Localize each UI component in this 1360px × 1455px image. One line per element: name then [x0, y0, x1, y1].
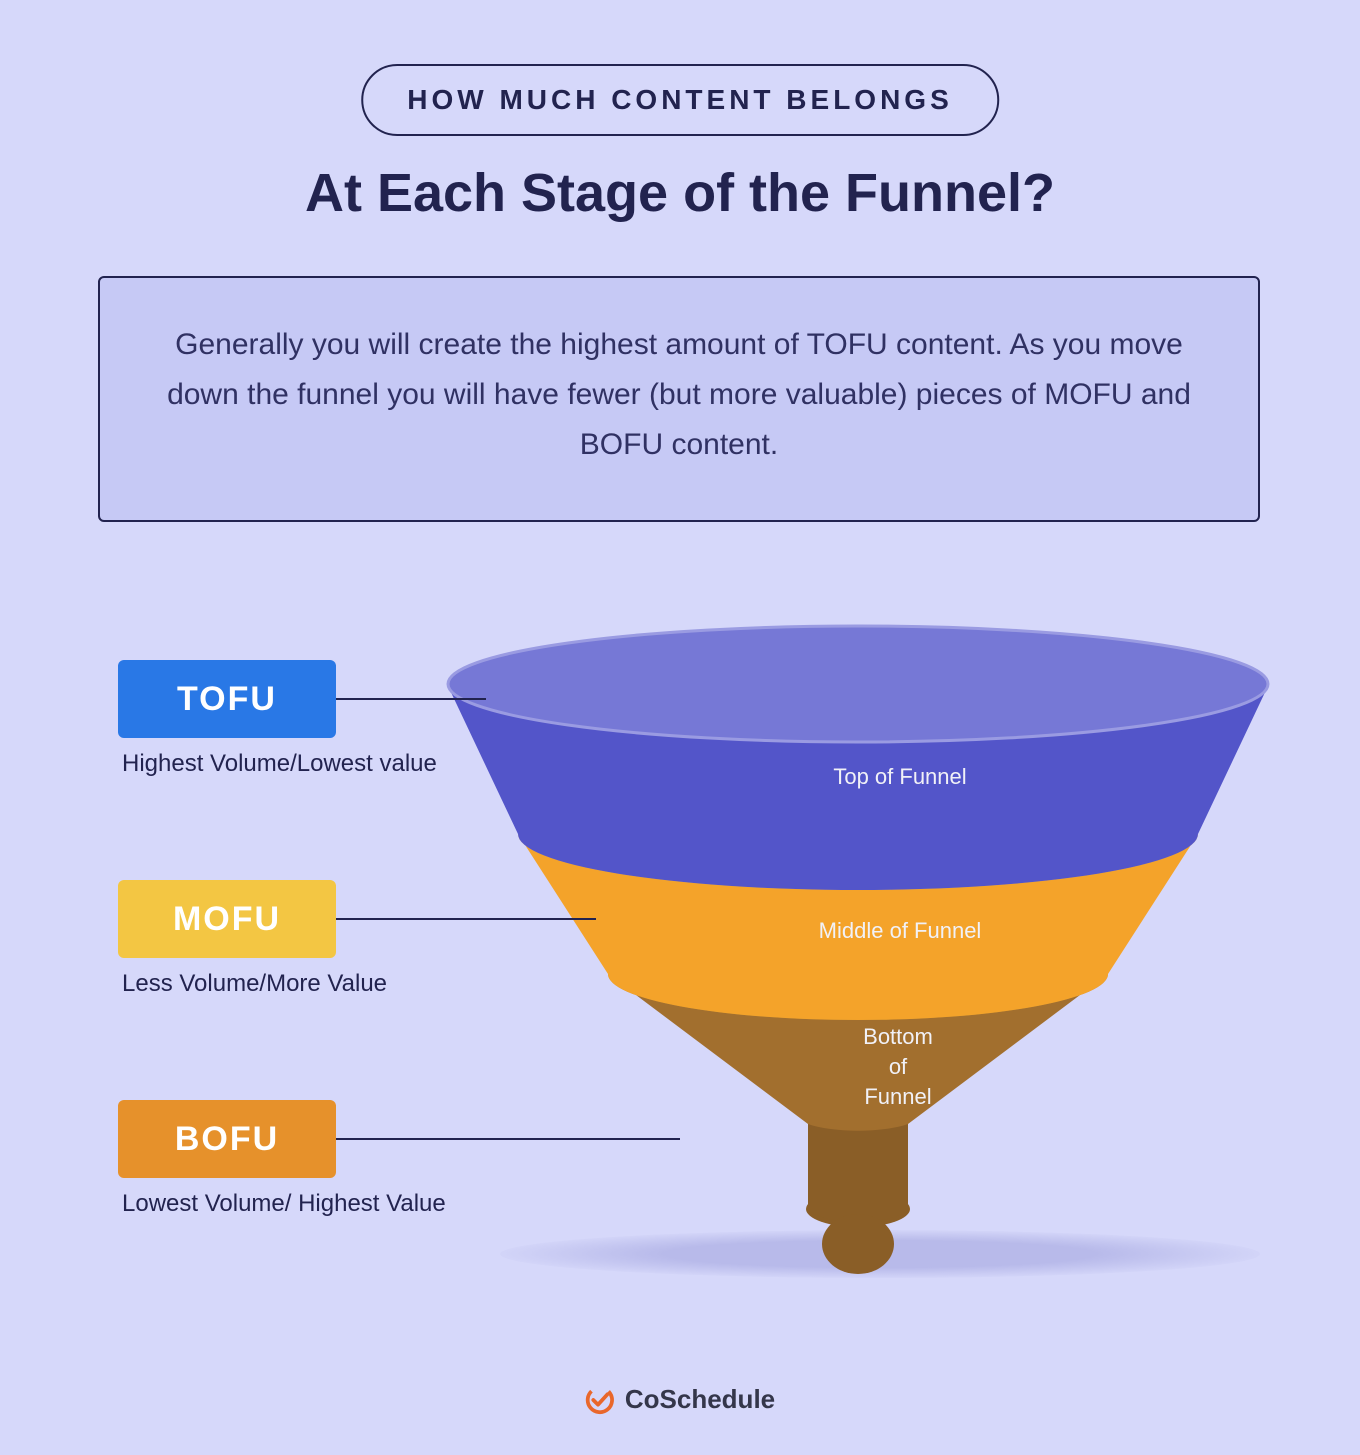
page-title: At Each Stage of the Funnel? — [305, 162, 1055, 224]
info-box: Generally you will create the highest am… — [98, 276, 1260, 522]
tag-tofu: TOFU — [118, 660, 336, 738]
footer-brand-text: CoSchedule — [625, 1384, 775, 1415]
connector-bofu — [336, 1138, 680, 1140]
desc-mofu: Less Volume/More Value — [122, 970, 387, 998]
funnel-diagram: Top of Funnel Middle of Funnel BottomofF… — [0, 590, 1360, 1330]
funnel-svg — [438, 624, 1278, 1304]
footer-logo: CoSchedule — [585, 1384, 775, 1415]
desc-bofu: Lowest Volume/ Highest Value — [122, 1190, 446, 1218]
connector-mofu — [336, 918, 596, 920]
tag-mofu: MOFU — [118, 880, 336, 958]
header-pill: HOW MUCH CONTENT BELONGS — [361, 64, 999, 136]
desc-tofu: Highest Volume/Lowest value — [122, 750, 437, 778]
coschedule-logo-icon — [585, 1385, 615, 1415]
tag-bofu: BOFU — [118, 1100, 336, 1178]
infographic-root: HOW MUCH CONTENT BELONGS At Each Stage o… — [0, 0, 1360, 1455]
connector-tofu — [336, 698, 486, 700]
